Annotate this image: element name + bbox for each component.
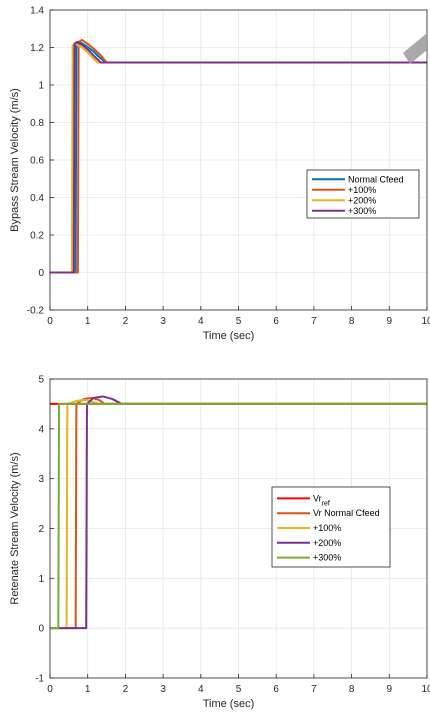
legend-entry-3: +200% xyxy=(348,195,376,205)
y-tick-label: 0 xyxy=(38,624,44,635)
y-axis-label: Retenate Stream Velocity (m/s) xyxy=(9,452,21,604)
series-line-3 xyxy=(50,42,427,274)
chart-1: 0 1 2 3 4 5 6 7 8 9 10-0.200.20.40.60.811.21.4Time… xyxy=(9,6,430,343)
y-tick-label: 3 xyxy=(38,474,44,485)
y-tick-label: 0 xyxy=(38,268,44,279)
axes-box xyxy=(49,9,428,311)
y-tick-label: -1 xyxy=(35,674,44,685)
legend-entry-subscript: ref xyxy=(322,500,330,507)
x-tick-label: 3 xyxy=(160,684,166,695)
y-axis-label: Bypass Stream Velocity (m/s) xyxy=(9,88,21,232)
x-tick-label: 0 xyxy=(47,684,53,695)
grey-overlay-mark xyxy=(403,33,427,64)
x-tick-label: 1 xyxy=(85,316,91,327)
y-tick-label: 4 xyxy=(38,424,44,435)
x-tick-label: 0 xyxy=(47,316,53,327)
x-tick-label: 2 xyxy=(123,684,129,695)
x-tick-label: 10 xyxy=(421,316,430,327)
x-tick-label: 5 xyxy=(236,316,242,327)
y-tick-label: 1 xyxy=(38,574,44,585)
y-tick-label: 5 xyxy=(38,375,44,386)
y-tick-label: 1.2 xyxy=(30,43,44,54)
x-tick-label: 1 xyxy=(85,684,91,695)
y-tick-label: 0.8 xyxy=(30,118,44,129)
legend-entry-5: +300% xyxy=(313,553,341,563)
y-tick-label: 2 xyxy=(38,524,44,535)
axes-box xyxy=(49,378,428,679)
x-tick-label: 4 xyxy=(198,316,204,327)
y-tick-label: 1 xyxy=(38,81,44,92)
x-tick-label: 9 xyxy=(387,316,393,327)
legend-entry-3: +100% xyxy=(313,523,341,533)
legend-entry-2: +100% xyxy=(348,185,376,195)
x-tick-label: 9 xyxy=(387,684,393,695)
x-axis-label: Time (sec) xyxy=(203,330,255,342)
legend-entry-2: Vr Normal Cfeed xyxy=(313,508,380,518)
legend-entry-1: Normal Cfeed xyxy=(348,174,404,184)
x-tick-label: 6 xyxy=(273,316,279,327)
x-tick-label: 3 xyxy=(160,316,166,327)
legend-entry-4: +200% xyxy=(313,538,341,548)
y-tick-label: 1.4 xyxy=(30,6,44,17)
y-tick-label: 0.4 xyxy=(30,193,44,204)
y-tick-label: 0.6 xyxy=(30,156,44,167)
x-tick-label: 6 xyxy=(273,684,279,695)
x-tick-label: 7 xyxy=(311,316,317,327)
x-tick-label: 8 xyxy=(349,316,355,327)
x-tick-label: 7 xyxy=(311,684,317,695)
x-tick-label: 5 xyxy=(236,684,242,695)
x-tick-label: 2 xyxy=(123,316,129,327)
series-line-5 xyxy=(50,402,427,630)
x-axis-label: Time (sec) xyxy=(203,698,255,710)
y-tick-label: 0.2 xyxy=(30,231,44,242)
x-tick-label: 8 xyxy=(349,684,355,695)
x-tick-label: 4 xyxy=(198,684,204,695)
legend: Normal Cfeed+100%+200%+300% xyxy=(306,169,420,219)
y-tick-label: -0.2 xyxy=(27,306,45,317)
legend-entry-4: +300% xyxy=(348,206,376,216)
x-tick-label: 10 xyxy=(421,684,430,695)
series-line-4 xyxy=(50,40,427,274)
